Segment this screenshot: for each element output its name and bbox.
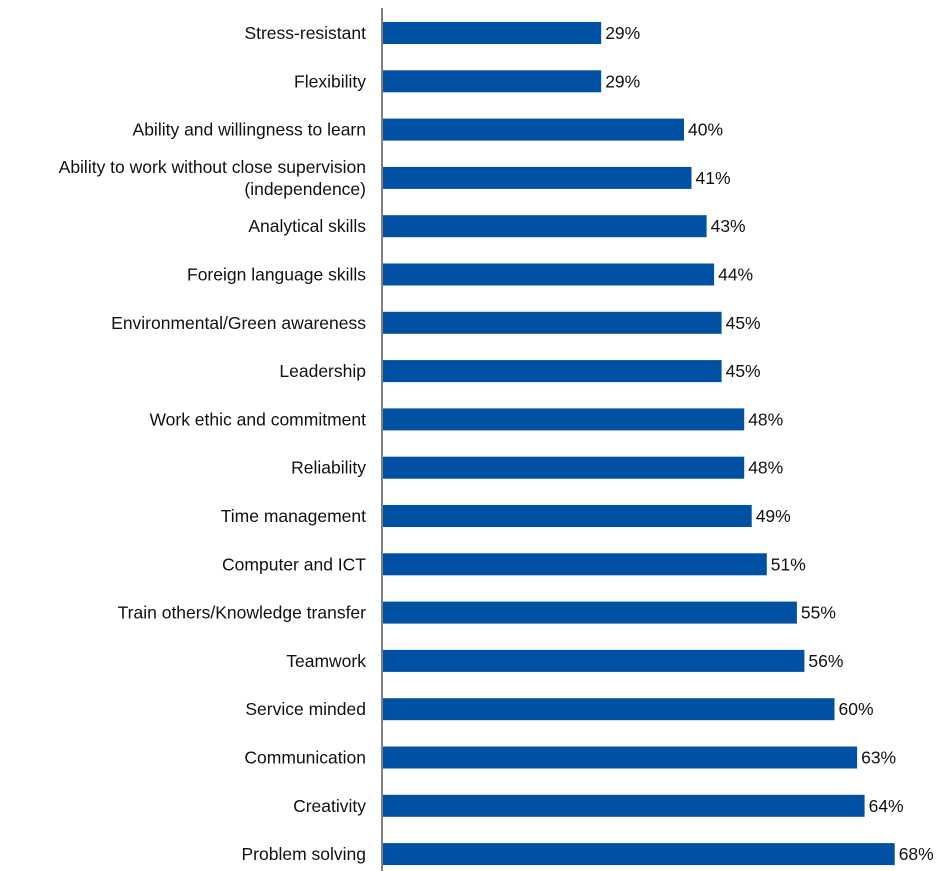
category-label: Stress-resistant bbox=[244, 23, 366, 43]
category-label: Flexibility bbox=[294, 71, 366, 91]
data-label: 63% bbox=[861, 748, 896, 768]
category-label-line: Flexibility bbox=[294, 71, 366, 91]
bar bbox=[383, 505, 752, 527]
category-label: Teamwork bbox=[286, 651, 366, 671]
category-label-line: Analytical skills bbox=[248, 216, 366, 236]
data-label: 49% bbox=[756, 506, 791, 526]
data-label: 64% bbox=[869, 796, 904, 816]
category-label: Leadership bbox=[279, 361, 366, 381]
data-label: 48% bbox=[748, 458, 783, 478]
category-label: Communication bbox=[244, 748, 366, 768]
category-label: Service minded bbox=[245, 699, 366, 719]
category-label: Computer and ICT bbox=[222, 554, 366, 574]
bar bbox=[383, 843, 895, 866]
category-label-line: (independence) bbox=[244, 179, 366, 199]
bar bbox=[383, 794, 865, 817]
category-label: Train others/Knowledge transfer bbox=[118, 603, 367, 623]
value-labels-layer: 29% 29% 40% 41% 43% 44% 45% 45% 48% 48% 49% 51% 55% 5… bbox=[605, 23, 934, 864]
category-label-line: Train others/Knowledge transfer bbox=[118, 603, 367, 623]
category-label-line: Problem solving bbox=[242, 844, 367, 864]
category-label-line: Stress-resistant bbox=[244, 23, 366, 43]
category-label-line: Time management bbox=[221, 506, 366, 526]
bar bbox=[383, 408, 745, 431]
category-label-line: Teamwork bbox=[286, 651, 366, 671]
category-label: Problem solving bbox=[242, 844, 367, 864]
bar bbox=[383, 215, 707, 238]
category-label-line: Service minded bbox=[245, 699, 366, 719]
category-label-line: Work ethic and commitment bbox=[149, 409, 366, 429]
category-label: Analytical skills bbox=[248, 216, 366, 236]
category-label: Reliability bbox=[291, 458, 366, 478]
data-label: 68% bbox=[899, 844, 934, 864]
category-label-line: Creativity bbox=[293, 796, 366, 816]
category-label-line: Computer and ICT bbox=[222, 554, 366, 574]
bar bbox=[383, 118, 684, 141]
category-label: Environmental/Green awareness bbox=[111, 313, 366, 333]
category-labels-layer: Stress-resistant Flexibility Ability and w… bbox=[59, 23, 367, 864]
bar bbox=[383, 553, 767, 576]
bar bbox=[383, 360, 722, 383]
category-label: Foreign language skills bbox=[187, 265, 366, 285]
bar bbox=[383, 746, 858, 769]
category-label: Time management bbox=[221, 506, 366, 526]
category-label: Ability to work without close supervisio… bbox=[59, 157, 366, 199]
data-label: 29% bbox=[605, 71, 640, 91]
data-label: 43% bbox=[711, 216, 746, 236]
data-label: 48% bbox=[748, 409, 783, 429]
data-label: 51% bbox=[771, 554, 806, 574]
category-label-line: Environmental/Green awareness bbox=[111, 313, 366, 333]
data-label: 55% bbox=[801, 603, 836, 623]
bars-layer bbox=[383, 22, 895, 866]
bar bbox=[383, 698, 835, 721]
data-label: 45% bbox=[726, 313, 761, 333]
category-label-line: Communication bbox=[244, 748, 366, 768]
category-label-line: Foreign language skills bbox=[187, 265, 366, 285]
category-label-line: Leadership bbox=[279, 361, 366, 381]
category-label: Creativity bbox=[293, 796, 366, 816]
data-label: 60% bbox=[839, 699, 874, 719]
data-label: 40% bbox=[688, 120, 723, 140]
bar bbox=[383, 311, 722, 334]
bar bbox=[383, 70, 602, 93]
bar bbox=[383, 456, 745, 479]
bar bbox=[383, 22, 602, 44]
data-label: 44% bbox=[718, 265, 753, 285]
data-label: 29% bbox=[605, 23, 640, 43]
bar bbox=[383, 263, 715, 286]
category-label: Ability and willingness to learn bbox=[133, 120, 366, 140]
category-label-line: Reliability bbox=[291, 458, 366, 478]
category-label: Work ethic and commitment bbox=[149, 409, 366, 429]
category-label-line: Ability and willingness to learn bbox=[133, 120, 366, 140]
data-label: 41% bbox=[696, 168, 731, 188]
bar bbox=[383, 649, 805, 672]
bar bbox=[383, 166, 692, 189]
data-label: 45% bbox=[726, 361, 761, 381]
data-label: 56% bbox=[808, 651, 843, 671]
category-label-line: Ability to work without close supervisio… bbox=[59, 157, 366, 177]
bar bbox=[383, 601, 797, 624]
